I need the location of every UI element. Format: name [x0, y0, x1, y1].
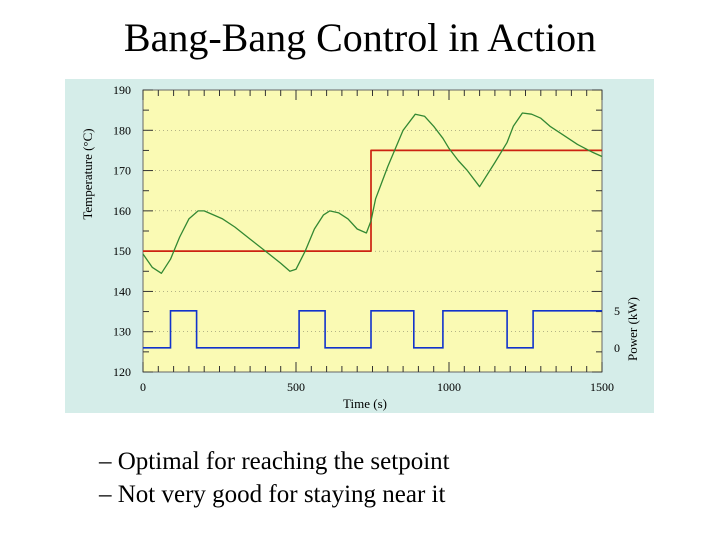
x-tick-label: 0: [140, 380, 146, 394]
chart-svg: 190 180 170 160 150 140 130 120 0 500 1000 1500 5 0 T…: [65, 79, 654, 413]
y-tick-label: 130: [113, 325, 131, 339]
y-tick-label: 190: [113, 83, 131, 97]
y-axis-title: Temperature (°C): [80, 128, 95, 219]
chart: 190 180 170 160 150 140 130 120 0 500 1000 1500 5 0 T…: [65, 79, 654, 413]
x-tick-label: 1000: [437, 380, 461, 394]
x-tick-label: 1500: [590, 380, 614, 394]
y-tick-label: 120: [113, 365, 131, 379]
x-axis-title-text: Time (s): [343, 396, 387, 411]
x-axis-title: Time (s): [343, 396, 387, 411]
y2-tick-label: 0: [614, 341, 620, 355]
bullet-item: – Not very good for staying near it: [99, 481, 446, 508]
x-tick-label: 500: [287, 380, 305, 394]
y-tick-label: 160: [113, 204, 131, 218]
y-tick-label: 170: [113, 164, 131, 178]
temperature-series-line: [142, 112, 603, 274]
bullet-item: – Optimal for reaching the setpoint: [99, 448, 450, 475]
power-series-line: [143, 310, 602, 349]
bullet-list: – Optimal for reaching the setpoint – No…: [99, 445, 450, 511]
setpoint-series-line: [143, 149, 602, 252]
series-layer: [142, 112, 603, 349]
y2-axis-title: Power (kW): [625, 297, 640, 361]
slide-title: Bang-Bang Control in Action: [123, 15, 597, 60]
y-tick-label: 180: [113, 123, 131, 137]
plot-area: [142, 89, 603, 373]
y-tick-label: 140: [113, 284, 131, 298]
tick-labels: 190 180 170 160 150 140 130 120 0 500 1000 1500 5 0: [113, 83, 620, 394]
y-tick-label: 150: [113, 244, 131, 258]
y2-tick-label: 5: [614, 304, 620, 318]
